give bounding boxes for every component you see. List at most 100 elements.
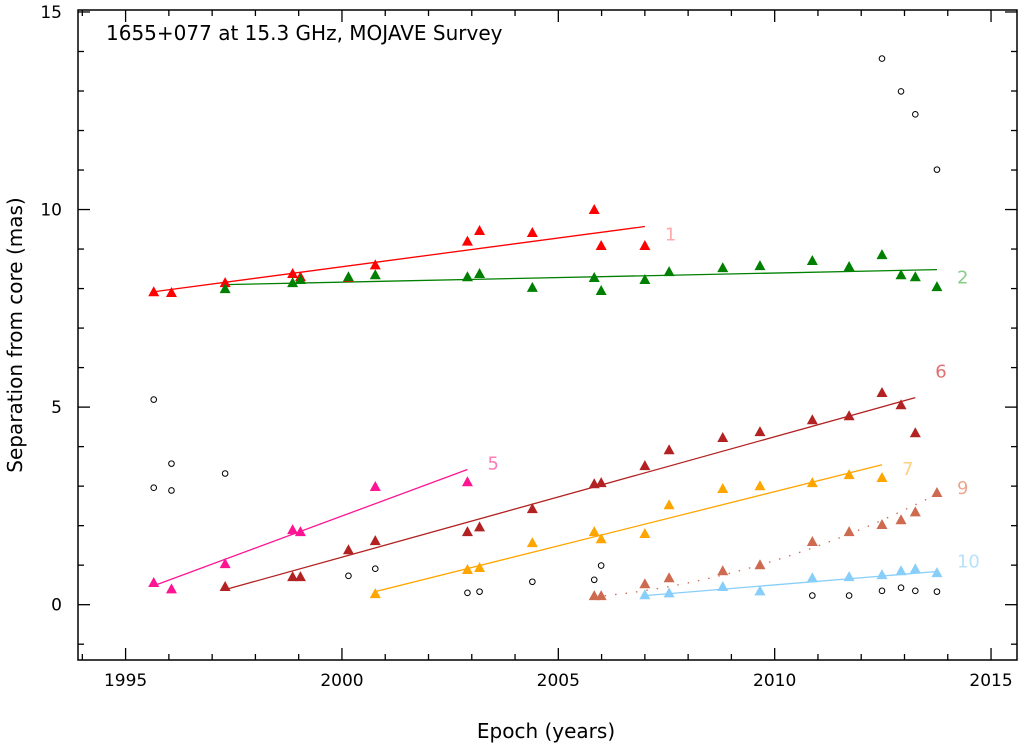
data-point-2 bbox=[806, 255, 818, 266]
data-point-6 bbox=[526, 503, 538, 514]
component-label-5: 5 bbox=[487, 454, 498, 475]
data-point-1 bbox=[461, 235, 473, 246]
data-point-9 bbox=[909, 506, 921, 517]
unassigned-point bbox=[912, 111, 919, 118]
data-point-6 bbox=[595, 477, 607, 488]
data-point-2 bbox=[595, 285, 607, 296]
data-point-7 bbox=[595, 533, 607, 544]
data-point-6 bbox=[843, 410, 855, 421]
y-axis-title: Separation from core (mas) bbox=[3, 197, 27, 472]
fit-line-5 bbox=[153, 468, 468, 587]
data-point-10 bbox=[931, 567, 943, 578]
unassigned-point bbox=[912, 587, 919, 595]
data-points bbox=[148, 55, 943, 601]
unassigned-point bbox=[845, 592, 853, 599]
data-point-6 bbox=[876, 386, 888, 397]
data-point-1 bbox=[526, 226, 538, 237]
y-tick-label: 0 bbox=[51, 596, 62, 616]
data-point-5 bbox=[461, 476, 473, 487]
unassigned-point bbox=[476, 588, 483, 595]
x-tick-label: 1995 bbox=[104, 671, 147, 691]
component-label-2: 2 bbox=[957, 268, 968, 289]
data-point-2 bbox=[461, 271, 473, 282]
x-tick-label: 2015 bbox=[969, 671, 1012, 691]
component-label-10: 10 bbox=[957, 551, 980, 572]
data-point-5 bbox=[165, 583, 177, 594]
data-point-6 bbox=[806, 414, 818, 425]
data-point-2 bbox=[909, 271, 921, 282]
data-point-2 bbox=[588, 272, 600, 283]
unassigned-point bbox=[371, 565, 379, 573]
component-label-9: 9 bbox=[957, 478, 968, 499]
data-point-10 bbox=[895, 565, 907, 576]
data-point-10 bbox=[806, 572, 818, 583]
data-point-7 bbox=[639, 528, 651, 539]
data-point-2 bbox=[369, 269, 381, 280]
data-point-10 bbox=[639, 589, 651, 600]
data-point-1 bbox=[369, 259, 381, 270]
data-point-1 bbox=[219, 277, 231, 288]
data-point-6 bbox=[909, 427, 921, 438]
data-point-2 bbox=[843, 260, 855, 271]
data-point-2 bbox=[526, 281, 538, 292]
data-point-7 bbox=[876, 471, 888, 482]
data-point-2 bbox=[895, 269, 907, 280]
data-point-2 bbox=[287, 277, 299, 288]
data-point-2 bbox=[876, 249, 888, 260]
data-point-10 bbox=[717, 581, 729, 592]
data-point-1 bbox=[595, 240, 607, 251]
data-point-6 bbox=[342, 544, 354, 555]
data-point-1 bbox=[588, 204, 600, 215]
component-label-1: 1 bbox=[665, 225, 676, 246]
data-point-1 bbox=[639, 240, 651, 251]
data-point-6 bbox=[474, 521, 486, 532]
data-point-2 bbox=[663, 266, 675, 277]
fit-line-6 bbox=[224, 397, 916, 591]
data-point-9 bbox=[876, 518, 888, 529]
data-point-6 bbox=[639, 460, 651, 471]
data-point-7 bbox=[474, 562, 486, 573]
data-point-2 bbox=[754, 260, 766, 271]
data-point-10 bbox=[843, 571, 855, 582]
component-labels: 1 2 5 6 7 9 10 bbox=[487, 225, 979, 573]
data-point-2 bbox=[474, 268, 486, 279]
data-point-6 bbox=[754, 426, 766, 437]
unassigned-point bbox=[168, 487, 175, 494]
fit-line-1 bbox=[153, 225, 645, 293]
data-point-5 bbox=[219, 558, 231, 569]
chart-title: 1655+077 at 15.3 GHz, MOJAVE Survey bbox=[106, 21, 503, 45]
plot-frame bbox=[77, 9, 1018, 661]
unassigned-point bbox=[221, 470, 229, 477]
data-point-2 bbox=[219, 283, 231, 294]
unassigned-point bbox=[597, 562, 605, 569]
y-tick-label: 10 bbox=[40, 201, 62, 221]
data-point-7 bbox=[369, 588, 381, 599]
data-point-5 bbox=[148, 577, 160, 588]
data-point-7 bbox=[806, 477, 818, 488]
data-point-6 bbox=[895, 399, 907, 410]
fit-line-10 bbox=[644, 570, 938, 597]
data-point-2 bbox=[717, 262, 729, 273]
data-point-1 bbox=[165, 287, 177, 298]
fit-line-7 bbox=[375, 464, 883, 593]
unassigned-point bbox=[897, 584, 905, 591]
data-point-2 bbox=[342, 271, 354, 282]
unassigned-point bbox=[897, 88, 905, 95]
y-tick-label: 5 bbox=[51, 398, 62, 418]
data-point-2 bbox=[294, 273, 306, 284]
x-tick-labels: 1995 2000 2005 2010 2015 bbox=[104, 671, 1013, 691]
data-point-6 bbox=[219, 581, 231, 592]
data-point-5 bbox=[294, 526, 306, 537]
fit-line-2 bbox=[225, 268, 937, 286]
unassigned-point bbox=[933, 588, 941, 595]
data-point-9 bbox=[806, 535, 818, 546]
y-tick-labels: 0 5 10 15 bbox=[40, 3, 62, 616]
x-tick-label: 2000 bbox=[320, 671, 363, 691]
data-point-9 bbox=[895, 514, 907, 525]
unassigned-point bbox=[168, 460, 175, 467]
axis-ticks bbox=[78, 10, 1017, 660]
unassigned-point bbox=[590, 576, 598, 584]
unassigned-point bbox=[933, 166, 941, 173]
data-point-6 bbox=[461, 526, 473, 537]
